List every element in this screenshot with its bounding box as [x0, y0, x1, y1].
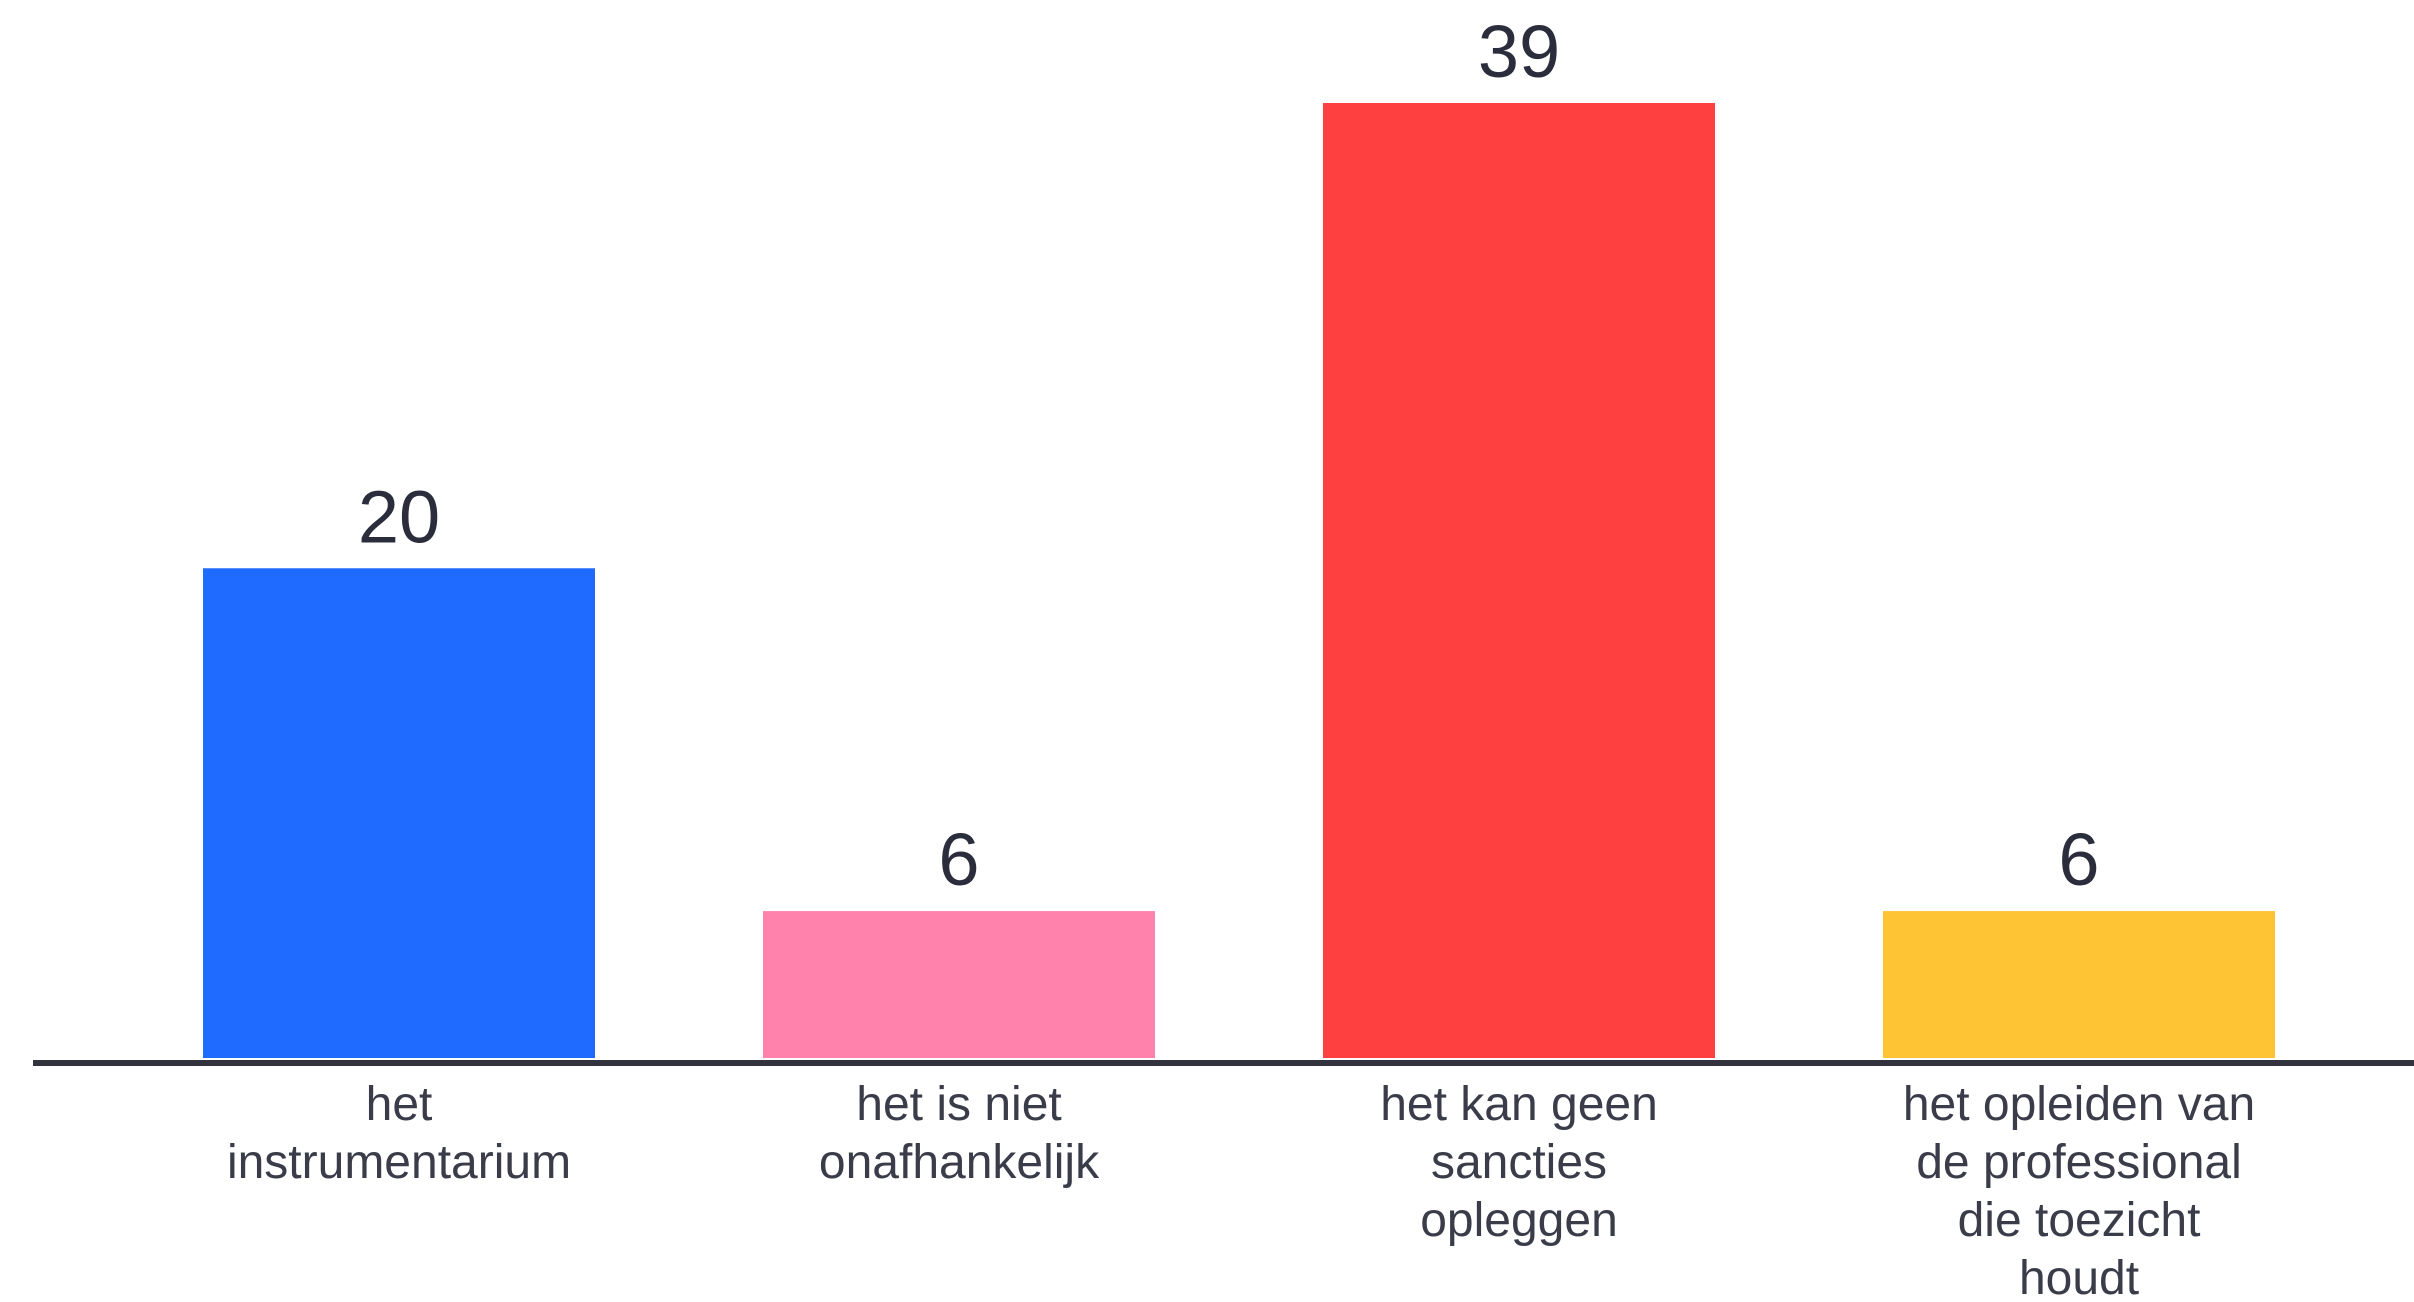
category-label-2: het is niet onafhankelijk [819, 1078, 1100, 1189]
category-label-line: opleggen [1420, 1194, 1618, 1247]
bars-group [203, 103, 2275, 1058]
category-label-line: het kan geen [1380, 1078, 1658, 1131]
category-label-line: onafhankelijk [819, 1136, 1100, 1189]
bar-value-label-4: 6 [2058, 818, 2099, 901]
bar-4 [1883, 911, 2275, 1058]
category-label-line: het opleiden van [1903, 1078, 2255, 1131]
bar-2 [763, 911, 1155, 1058]
category-label-4: het opleiden van de professional die toezi… [1903, 1078, 2255, 1302]
value-labels-group: 20 6 39 6 [358, 10, 2100, 901]
category-label-line: het is niet [856, 1078, 1061, 1131]
category-label-line: de professional [1916, 1136, 2242, 1189]
bar-value-label-1: 20 [358, 475, 440, 558]
category-label-line: houdt [2019, 1252, 2139, 1302]
category-labels-group: het instrumentarium het is niet onafhankeli… [227, 1078, 2255, 1302]
category-label-line: het [366, 1078, 433, 1131]
bar-value-label-3: 39 [1478, 10, 1560, 93]
bar-3 [1323, 103, 1715, 1058]
bar-1 [203, 568, 595, 1058]
category-label-line: sancties [1431, 1136, 1607, 1189]
category-label-1: het instrumentarium [227, 1078, 571, 1189]
category-label-line: instrumentarium [227, 1136, 571, 1189]
category-label-3: het kan geen sancties opleggen [1380, 1078, 1658, 1247]
category-label-line: die toezicht [1958, 1194, 2201, 1247]
bar-value-label-2: 6 [938, 818, 979, 901]
